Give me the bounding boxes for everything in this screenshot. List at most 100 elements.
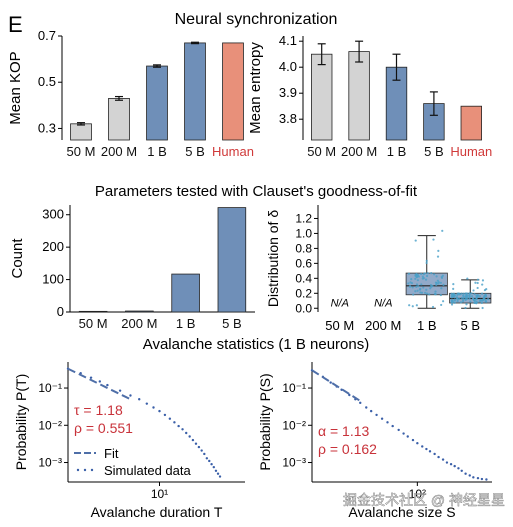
chart-avalanche-duration: 10⁻¹ 10⁻² 10⁻³ 10¹ τ = 1.18 ρ = 0.551 Fit Simul… <box>13 362 245 520</box>
x-tick-label: 10² <box>409 487 426 501</box>
box-jitter-point <box>412 293 415 296</box>
y-tick-label: 0.8 <box>295 241 312 255</box>
data-point <box>421 445 424 448</box>
y-tick-label: 200 <box>42 239 64 254</box>
data-point <box>208 459 211 463</box>
box-jitter-point <box>410 282 414 285</box>
box-jitter-point <box>473 292 476 296</box>
y-tick-label: 0.5 <box>38 74 56 89</box>
box-jitter-point <box>411 286 414 289</box>
box-jitter-point <box>452 294 455 297</box>
box-jitter-point <box>416 289 419 292</box>
box-jitter-point <box>410 277 413 281</box>
x-tick-label: 5 B <box>185 144 205 159</box>
box-jitter-point <box>458 297 461 301</box>
data-point <box>425 447 428 451</box>
box-jitter-point <box>465 303 468 306</box>
data-point <box>194 442 198 445</box>
y-axis-label: Probability P(S) <box>257 373 273 470</box>
box-jitter-point <box>470 292 473 295</box>
panel-label: E <box>8 12 23 37</box>
y-tick-label: 0.7 <box>38 28 56 43</box>
box-jitter-point <box>441 229 444 232</box>
box-jitter-point <box>407 282 410 285</box>
box-jitter-point <box>468 297 471 300</box>
box-jitter-point <box>469 300 472 303</box>
box-jitter-point <box>466 297 469 300</box>
y-tick-label: 10⁻² <box>38 418 62 432</box>
fit-line <box>311 369 361 402</box>
box-jitter-point <box>442 283 445 286</box>
na-label: N/A <box>331 297 349 309</box>
box-jitter-point <box>426 272 429 275</box>
watermark-text: 掘金技术社区 @ 神经星星 <box>343 492 505 508</box>
data-point <box>205 457 209 460</box>
chart-avalanche-size: 10⁻¹ 10⁻² 10⁻³ 10² α = 1.13 ρ = 0.162 Avalanch… <box>257 362 492 520</box>
box-jitter-point <box>456 299 459 303</box>
data-point <box>218 475 222 478</box>
box-jitter-point <box>439 281 442 284</box>
box-jitter-point <box>462 292 465 295</box>
data-point <box>468 474 471 477</box>
box-jitter-point <box>421 275 424 278</box>
data-point <box>185 431 188 435</box>
data-point <box>441 458 445 461</box>
y-tick-label: 10⁻¹ <box>282 381 306 395</box>
box-jitter-point <box>484 300 487 303</box>
y-tick-label: 1.0 <box>295 226 312 240</box>
bar-50m <box>70 123 92 141</box>
legend-data-label: Simulated data <box>104 463 191 478</box>
fit-annotation: ρ = 0.162 <box>318 441 377 457</box>
data-point <box>168 417 172 420</box>
box-jitter-point <box>420 291 424 294</box>
box-jitter-point <box>455 296 458 299</box>
data-point <box>98 380 102 383</box>
x-tick-label: 1 B <box>417 318 437 333</box>
chart-mean-kop: 0.3 0.5 0.7 50 M 200 M 1 B 5 B Human Mean KOP <box>7 28 254 159</box>
bar-1b <box>171 273 200 313</box>
box-jitter-point <box>468 295 471 298</box>
x-tick-label: 200 M <box>121 316 157 331</box>
box-jitter-point <box>437 249 440 252</box>
data-point <box>437 455 440 459</box>
fit-annotation: τ = 1.18 <box>74 402 123 418</box>
data-point <box>145 402 149 405</box>
data-point <box>485 478 488 481</box>
box-jitter-point <box>485 295 488 298</box>
bar-human <box>222 42 244 141</box>
data-point <box>476 476 480 480</box>
box-jitter-point <box>425 259 428 262</box>
box-jitter-point <box>416 273 420 277</box>
box-jitter-point <box>420 272 423 276</box>
x-tick-label: Human <box>450 144 492 159</box>
box-jitter-point <box>416 279 420 282</box>
data-point <box>411 438 415 442</box>
bar-200m <box>348 51 370 141</box>
chart-mean-entropy: 4.1 4.0 3.9 3.8 50 M 200 M 1 B 5 B Human Mean ent… <box>247 33 492 159</box>
data-point <box>138 398 141 401</box>
na-label: N/A <box>374 297 392 309</box>
box-jitter-point <box>423 272 426 275</box>
y-tick-label: 0.4 <box>295 271 312 285</box>
data-point <box>375 413 378 417</box>
data-point <box>106 383 109 387</box>
data-point <box>386 421 389 424</box>
box-jitter-point <box>436 255 440 258</box>
x-axis-label: Avalanche duration T <box>91 504 223 520</box>
data-point <box>163 413 167 417</box>
data-point <box>391 424 394 428</box>
x-tick-label: 1 B <box>176 316 196 331</box>
box-jitter-point <box>431 305 435 309</box>
box-jitter-point <box>476 281 479 285</box>
box-jitter-point <box>420 283 423 286</box>
data-point <box>433 452 436 456</box>
box-jitter-point <box>473 301 476 305</box>
x-tick-label: 50 M <box>67 144 96 159</box>
data-point <box>210 463 213 466</box>
data-point <box>472 476 475 479</box>
box-jitter-point <box>476 278 480 281</box>
section-title-params: Parameters tested with Clauset's goodnes… <box>95 183 418 200</box>
legend-data-swatch <box>90 468 94 472</box>
box-jitter-point <box>453 301 456 304</box>
box-jitter-point <box>425 288 428 291</box>
